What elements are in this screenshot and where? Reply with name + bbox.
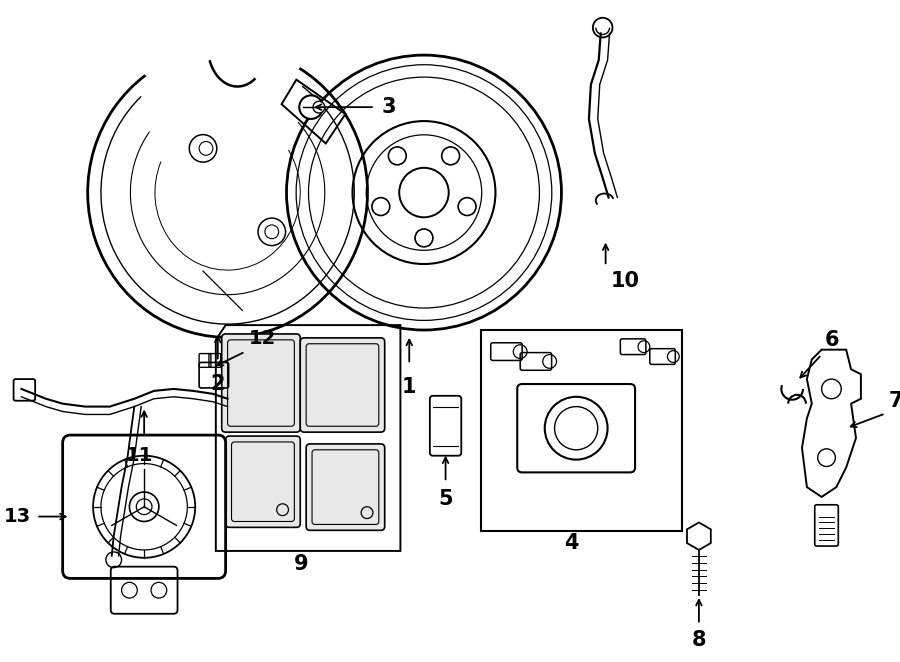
Text: 2: 2 bbox=[211, 374, 225, 394]
Text: 7: 7 bbox=[888, 391, 900, 410]
Text: 3: 3 bbox=[382, 97, 396, 117]
Text: 4: 4 bbox=[564, 534, 579, 553]
Text: 12: 12 bbox=[249, 329, 276, 348]
FancyBboxPatch shape bbox=[226, 436, 301, 528]
Circle shape bbox=[300, 95, 323, 119]
Text: 10: 10 bbox=[610, 271, 640, 291]
FancyBboxPatch shape bbox=[221, 334, 301, 432]
Text: 11: 11 bbox=[126, 446, 153, 465]
FancyBboxPatch shape bbox=[301, 338, 384, 432]
Text: 9: 9 bbox=[294, 554, 309, 574]
Text: 5: 5 bbox=[438, 489, 453, 509]
Text: 1: 1 bbox=[402, 377, 417, 397]
Bar bbox=[481, 330, 682, 532]
Text: 8: 8 bbox=[691, 630, 707, 651]
Circle shape bbox=[313, 101, 325, 113]
Text: 13: 13 bbox=[4, 507, 32, 526]
Text: 6: 6 bbox=[824, 330, 839, 350]
FancyBboxPatch shape bbox=[306, 444, 384, 530]
